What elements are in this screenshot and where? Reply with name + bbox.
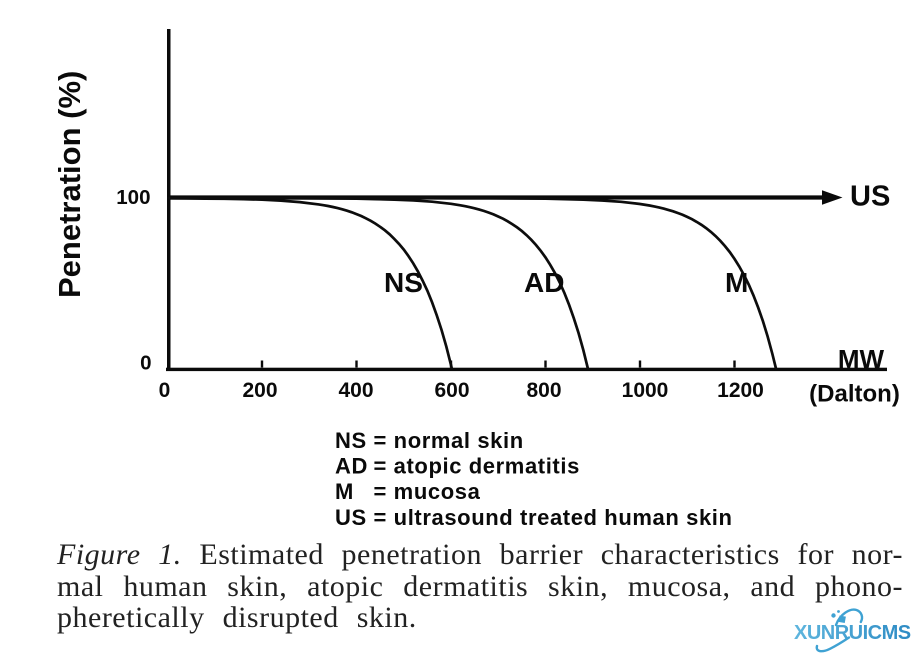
svg-text:200: 200 [242,379,277,402]
svg-text:= normal skin: = normal skin [374,428,524,453]
svg-text:M: M [335,479,354,504]
svg-text:XUNRUICMS: XUNRUICMS [794,622,911,644]
svg-text:NS: NS [384,267,423,298]
svg-text:100: 100 [116,186,150,209]
svg-text:0: 0 [159,379,171,402]
svg-text:400: 400 [338,379,373,402]
svg-text:1000: 1000 [622,379,669,402]
svg-text:US: US [850,181,890,213]
svg-text:0: 0 [140,352,151,375]
svg-text:M: M [725,267,748,298]
svg-text:600: 600 [434,379,469,402]
svg-text:800: 800 [526,379,561,402]
svg-text:= ultrasound treated human ski: = ultrasound treated human skin [374,505,733,530]
svg-text:NS: NS [335,428,367,453]
svg-text:Penetration (%): Penetration (%) [52,71,87,298]
svg-text:MW: MW [838,344,885,374]
svg-text:1200: 1200 [717,379,764,402]
svg-text:AD: AD [524,267,564,298]
svg-text:AD: AD [335,454,368,479]
svg-text:= mucosa: = mucosa [374,479,481,504]
svg-text:US: US [335,505,367,530]
svg-text:(Dalton): (Dalton) [809,381,900,408]
svg-text:= atopic dermatitis: = atopic dermatitis [374,454,580,479]
